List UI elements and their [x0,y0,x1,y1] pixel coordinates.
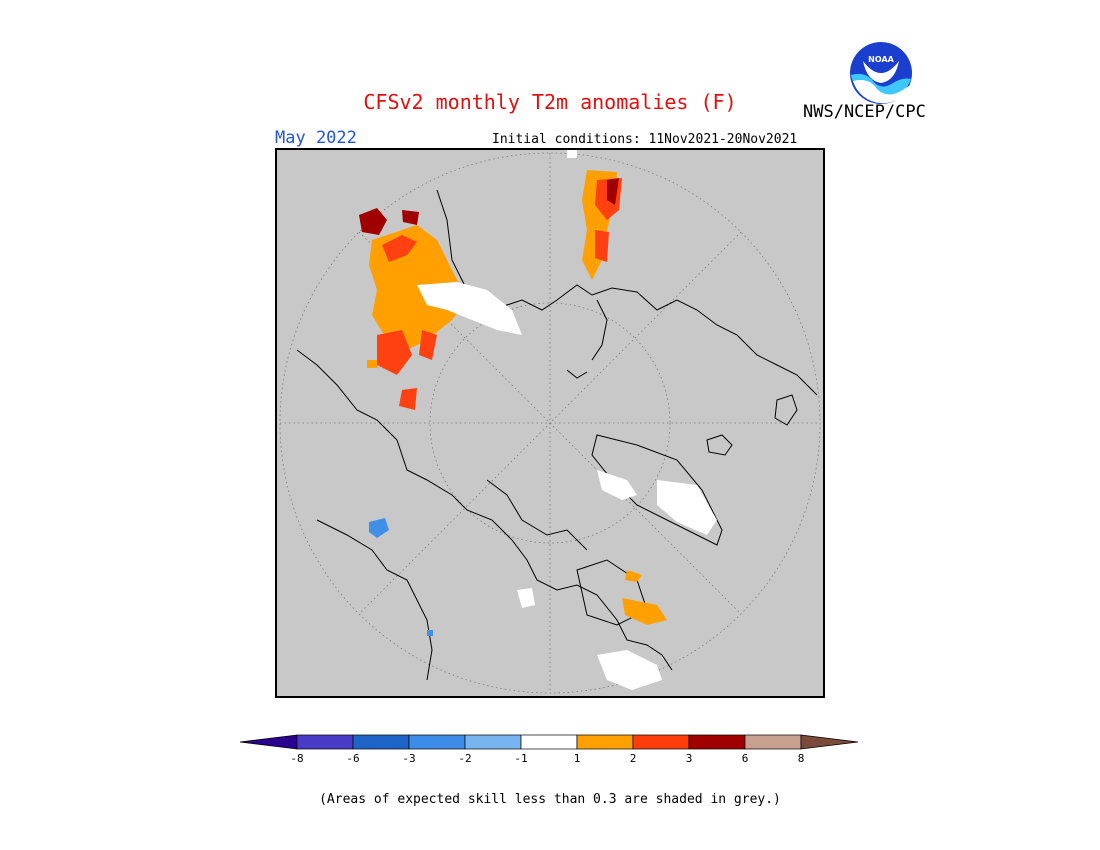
colorbar-min-arrow [240,734,298,750]
anomaly-minus-areas [369,518,433,636]
anomaly-neutral-areas [417,150,717,690]
colorbar-tick-label: -2 [458,752,472,765]
colorbar-tick-label: -8 [290,752,304,765]
graticule [279,152,821,694]
colorbar-segment [352,734,410,750]
anomaly-plus2-areas [377,178,622,410]
colorbar-tick-label: 2 [629,752,637,765]
colorbar-tick-label: 6 [741,752,749,765]
initial-conditions: Initial conditions: 11Nov2021-20Nov2021 [492,132,798,147]
colorbar-segment [632,734,690,750]
colorbar-tick-label: -1 [514,752,528,765]
colorbar-tick-label: 1 [573,752,581,765]
anomaly-plus3-areas [359,178,619,235]
map-title: CFSv2 monthly T2m anomalies (F) [363,90,737,114]
agency-label: NWS/NCEP/CPC [803,102,926,122]
colorbar-tick-label: 3 [685,752,693,765]
colorbar-segment [408,734,466,750]
footnote: (Areas of expected skill less than 0.3 a… [319,792,781,807]
noaa-logo-icon [850,42,912,104]
colorbar-segment [744,734,802,750]
noaa-logo-text: NOAA [868,55,894,64]
colorbar-tick-label: -6 [346,752,360,765]
colorbar-segment [688,734,746,750]
colorbar-segment [520,734,578,750]
polar-map-canvas [279,150,821,694]
colorbar [240,734,859,750]
colorbar-tick-label: -3 [402,752,416,765]
colorbar-max-arrow [800,734,859,750]
forecast-month: May 2022 [275,128,357,148]
colorbar-segment [576,734,634,750]
polar-map [275,148,825,698]
colorbar-segment [464,734,522,750]
colorbar-labels: -8 -6 -3 -2 -1 1 2 3 6 8 [0,752,1100,768]
colorbar-segment [296,734,354,750]
colorbar-tick-label: 8 [797,752,805,765]
